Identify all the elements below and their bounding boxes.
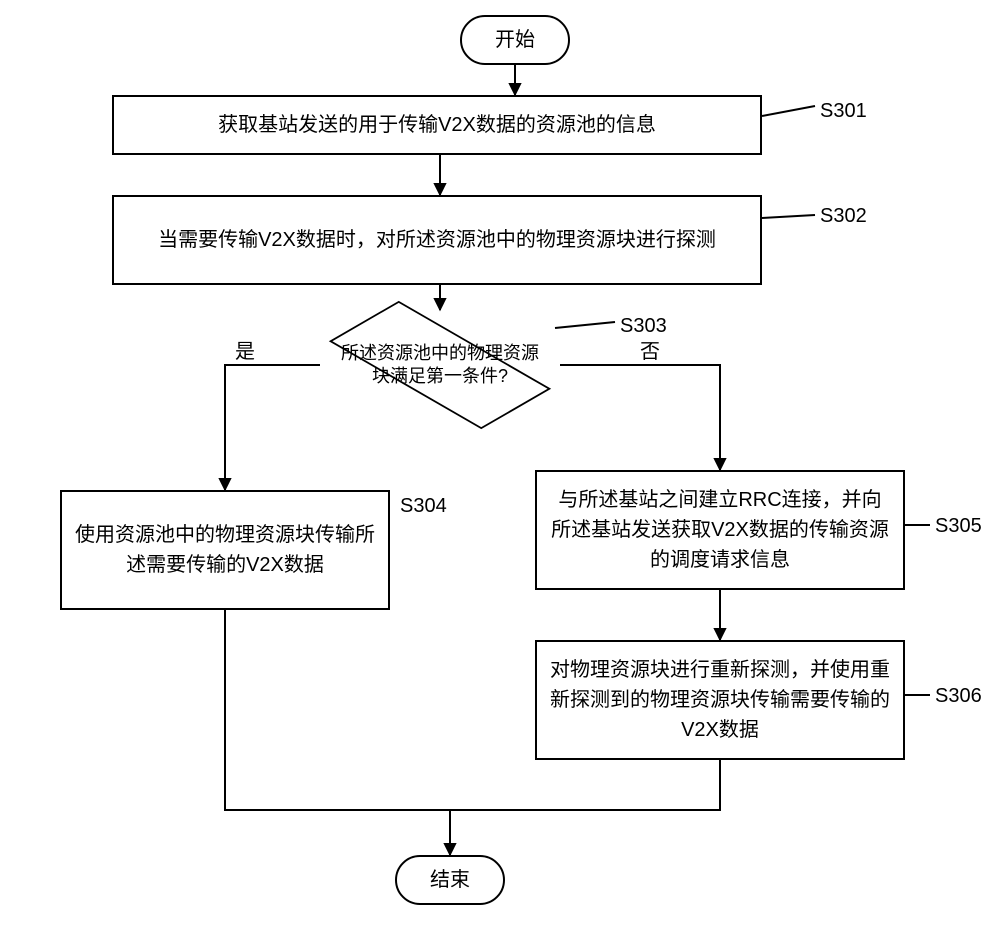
flow-end: 结束 [395, 855, 505, 905]
step-label-s301: S301 [820, 100, 867, 123]
step-label-s306: S306 [935, 685, 982, 708]
step-label-s302: S302 [820, 205, 867, 228]
flow-step-s305: 与所述基站之间建立RRC连接，并向所述基站发送获取V2X数据的传输资源的调度请求… [535, 470, 905, 590]
flow-start: 开始 [460, 15, 570, 65]
flow-decision-text: 所述资源池中的物理资源块满足第一条件? [320, 310, 560, 420]
step-label-s304: S304 [400, 495, 447, 518]
flow-step-s306: 对物理资源块进行重新探测，并使用重新探测到的物理资源块传输需要传输的V2X数据 [535, 640, 905, 760]
flow-step-s302: 当需要传输V2X数据时，对所述资源池中的物理资源块进行探测 [112, 195, 762, 285]
branch-label-yes: 是 [235, 335, 255, 364]
step-label-s305: S305 [935, 515, 982, 538]
flow-step-s304: 使用资源池中的物理资源块传输所述需要传输的V2X数据 [60, 490, 390, 610]
branch-label-no: 否 [640, 335, 660, 364]
flow-decision-s303: 所述资源池中的物理资源块满足第一条件? [320, 310, 560, 420]
flow-step-s301: 获取基站发送的用于传输V2X数据的资源池的信息 [112, 95, 762, 155]
